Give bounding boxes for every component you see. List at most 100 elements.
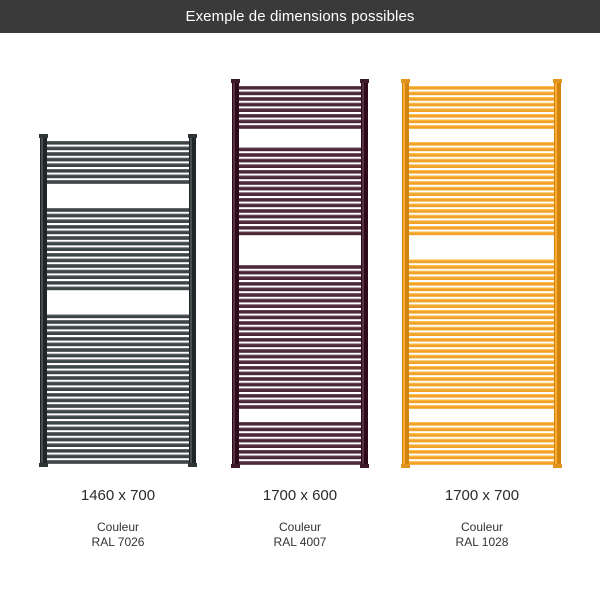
page-header: Exemple de dimensions possibles bbox=[0, 0, 600, 33]
radiator-cap bbox=[553, 79, 562, 83]
radiator-bar bbox=[407, 405, 556, 409]
radiator-bar bbox=[45, 348, 191, 352]
radiator-bar-highlight bbox=[407, 142, 556, 143]
radiator-bar-highlight bbox=[407, 338, 556, 339]
radiator-bar bbox=[45, 437, 191, 442]
radiator-bar-highlight bbox=[407, 382, 556, 384]
radiator-bar bbox=[407, 315, 556, 320]
radiator-rail-right bbox=[361, 82, 368, 465]
radiator-cap bbox=[231, 79, 240, 83]
radiator-bar bbox=[237, 170, 363, 174]
radiator-bar-highlight bbox=[45, 359, 191, 361]
radiator-bar bbox=[45, 353, 191, 358]
radiator-bar bbox=[407, 276, 556, 280]
radiator-bar bbox=[237, 326, 363, 331]
radiator-bar bbox=[407, 186, 556, 191]
radiator-bar bbox=[407, 114, 556, 118]
radiator-bar-highlight bbox=[237, 175, 363, 177]
radiator-bar bbox=[407, 366, 556, 370]
radiator-bar-highlight bbox=[45, 337, 191, 338]
radiator-bar-highlight bbox=[237, 422, 363, 423]
radiator-bar-highlight bbox=[45, 415, 191, 417]
radiator-bar bbox=[45, 325, 191, 330]
radiator-bar-highlight bbox=[237, 153, 363, 155]
radiator-bar bbox=[407, 175, 556, 180]
radiator-bar-highlight bbox=[407, 371, 556, 373]
radiator-bar-highlight bbox=[407, 326, 556, 328]
radiator-bar-highlight bbox=[45, 247, 191, 249]
radiator-bar bbox=[237, 102, 363, 107]
color-code-2: RAL 4007 bbox=[273, 535, 327, 549]
radiator-bar bbox=[45, 421, 191, 425]
radiator-bar bbox=[45, 281, 191, 285]
radiator-bar bbox=[407, 164, 556, 168]
radiator-bar-highlight bbox=[407, 422, 556, 423]
radiator-bar-highlight bbox=[45, 325, 191, 327]
radiator-bar bbox=[237, 276, 363, 280]
radiator-bar-highlight bbox=[45, 213, 191, 215]
radiator-bar bbox=[45, 454, 191, 459]
radiator-bar bbox=[237, 119, 363, 124]
radiator-bar bbox=[407, 282, 556, 286]
radiator-bar-highlight bbox=[407, 125, 556, 127]
radiator-bar-highlight bbox=[45, 152, 191, 154]
radiator-bar bbox=[237, 203, 363, 208]
radiator-bar bbox=[45, 370, 191, 375]
radiator-bar bbox=[407, 427, 556, 432]
radiator-bar bbox=[237, 343, 363, 348]
radiator-bar bbox=[237, 287, 363, 292]
dimensions-label-3: 1700 x 700 bbox=[444, 487, 520, 504]
radiator-bar-highlight bbox=[237, 102, 363, 104]
radiator-bar bbox=[407, 142, 556, 146]
radiator-bar bbox=[237, 270, 363, 275]
radiator-bar-highlight bbox=[237, 198, 363, 199]
radiator-bar-highlight bbox=[407, 231, 556, 233]
radiator-bar-highlight bbox=[237, 114, 363, 115]
radiator-bar bbox=[237, 265, 363, 269]
radiator-bar-highlight bbox=[407, 349, 556, 351]
radiator-bar-highlight bbox=[407, 209, 556, 211]
radiator-bar bbox=[237, 220, 363, 224]
radiator-bar-highlight bbox=[237, 192, 363, 194]
radiator-bar-highlight bbox=[237, 360, 363, 362]
radiator-bar-highlight bbox=[237, 366, 363, 367]
radiator-bar bbox=[407, 338, 556, 342]
radiator-bar-highlight bbox=[237, 321, 363, 323]
radiator-bar-highlight bbox=[237, 231, 363, 233]
radiator-bar bbox=[237, 198, 363, 202]
radiator-bar-highlight bbox=[45, 208, 191, 210]
radiator-bar-highlight bbox=[45, 421, 191, 422]
radiator-bar bbox=[45, 286, 191, 291]
radiator-bar-highlight bbox=[237, 371, 363, 373]
radiator-bar bbox=[237, 377, 363, 381]
radiator-bar-highlight bbox=[45, 275, 191, 277]
radiator-bar-highlight bbox=[237, 170, 363, 171]
radiator-bar-highlight bbox=[45, 404, 191, 406]
radiator-bar-highlight bbox=[45, 409, 191, 411]
radiator-bar-highlight bbox=[407, 265, 556, 267]
radiator-bar-highlight bbox=[237, 265, 363, 267]
radiator-bar bbox=[45, 247, 191, 251]
radiator-bar bbox=[407, 220, 556, 224]
radiator-bar bbox=[407, 371, 556, 376]
radiator-bar bbox=[407, 181, 556, 185]
radiator-bar-highlight bbox=[237, 405, 363, 407]
radiator-bar bbox=[407, 382, 556, 387]
radiator-bar bbox=[45, 381, 191, 386]
radiator-bar-highlight bbox=[407, 304, 556, 306]
radiator-bar-highlight bbox=[45, 331, 191, 333]
radiator-bar-highlight bbox=[407, 332, 556, 334]
radiator-bar bbox=[407, 304, 556, 308]
radiator-bar-highlight bbox=[237, 209, 363, 211]
radiator-rail-right-shine bbox=[362, 82, 364, 465]
radiator-bar-highlight bbox=[45, 449, 191, 450]
radiator-bar-highlight bbox=[45, 286, 191, 288]
radiator-bar bbox=[45, 230, 191, 235]
radiator-bar bbox=[45, 264, 191, 268]
radiator-bar-highlight bbox=[45, 437, 191, 439]
radiator-bar-highlight bbox=[45, 141, 191, 142]
radiator-bar bbox=[45, 320, 191, 324]
radiator-rail-right bbox=[554, 82, 561, 465]
radiator-bar bbox=[407, 153, 556, 157]
radiator-bar bbox=[237, 125, 363, 129]
